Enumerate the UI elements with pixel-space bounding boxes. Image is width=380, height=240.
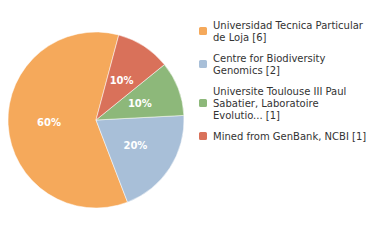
svg-text:Mined from GenBank, NCBI [1]: Mined from GenBank, NCBI [1] xyxy=(213,131,366,142)
svg-text:Universidad Tecnica Particular: Universidad Tecnica Particular xyxy=(213,20,364,31)
svg-text:10%: 10% xyxy=(110,75,134,86)
svg-text:Evolutio... [1]: Evolutio... [1] xyxy=(213,110,280,121)
svg-text:Centre for Biodiversity: Centre for Biodiversity xyxy=(213,53,326,64)
svg-text:60%: 60% xyxy=(37,117,61,128)
svg-text:Universite Toulouse III Paul: Universite Toulouse III Paul xyxy=(213,86,346,97)
svg-text:Sabatier, Laboratoire: Sabatier, Laboratoire xyxy=(213,98,319,109)
svg-text:20%: 20% xyxy=(123,140,147,151)
svg-text:Genomics [2]: Genomics [2] xyxy=(213,65,280,76)
svg-text:de Loja [6]: de Loja [6] xyxy=(213,32,267,43)
svg-text:10%: 10% xyxy=(128,98,152,109)
